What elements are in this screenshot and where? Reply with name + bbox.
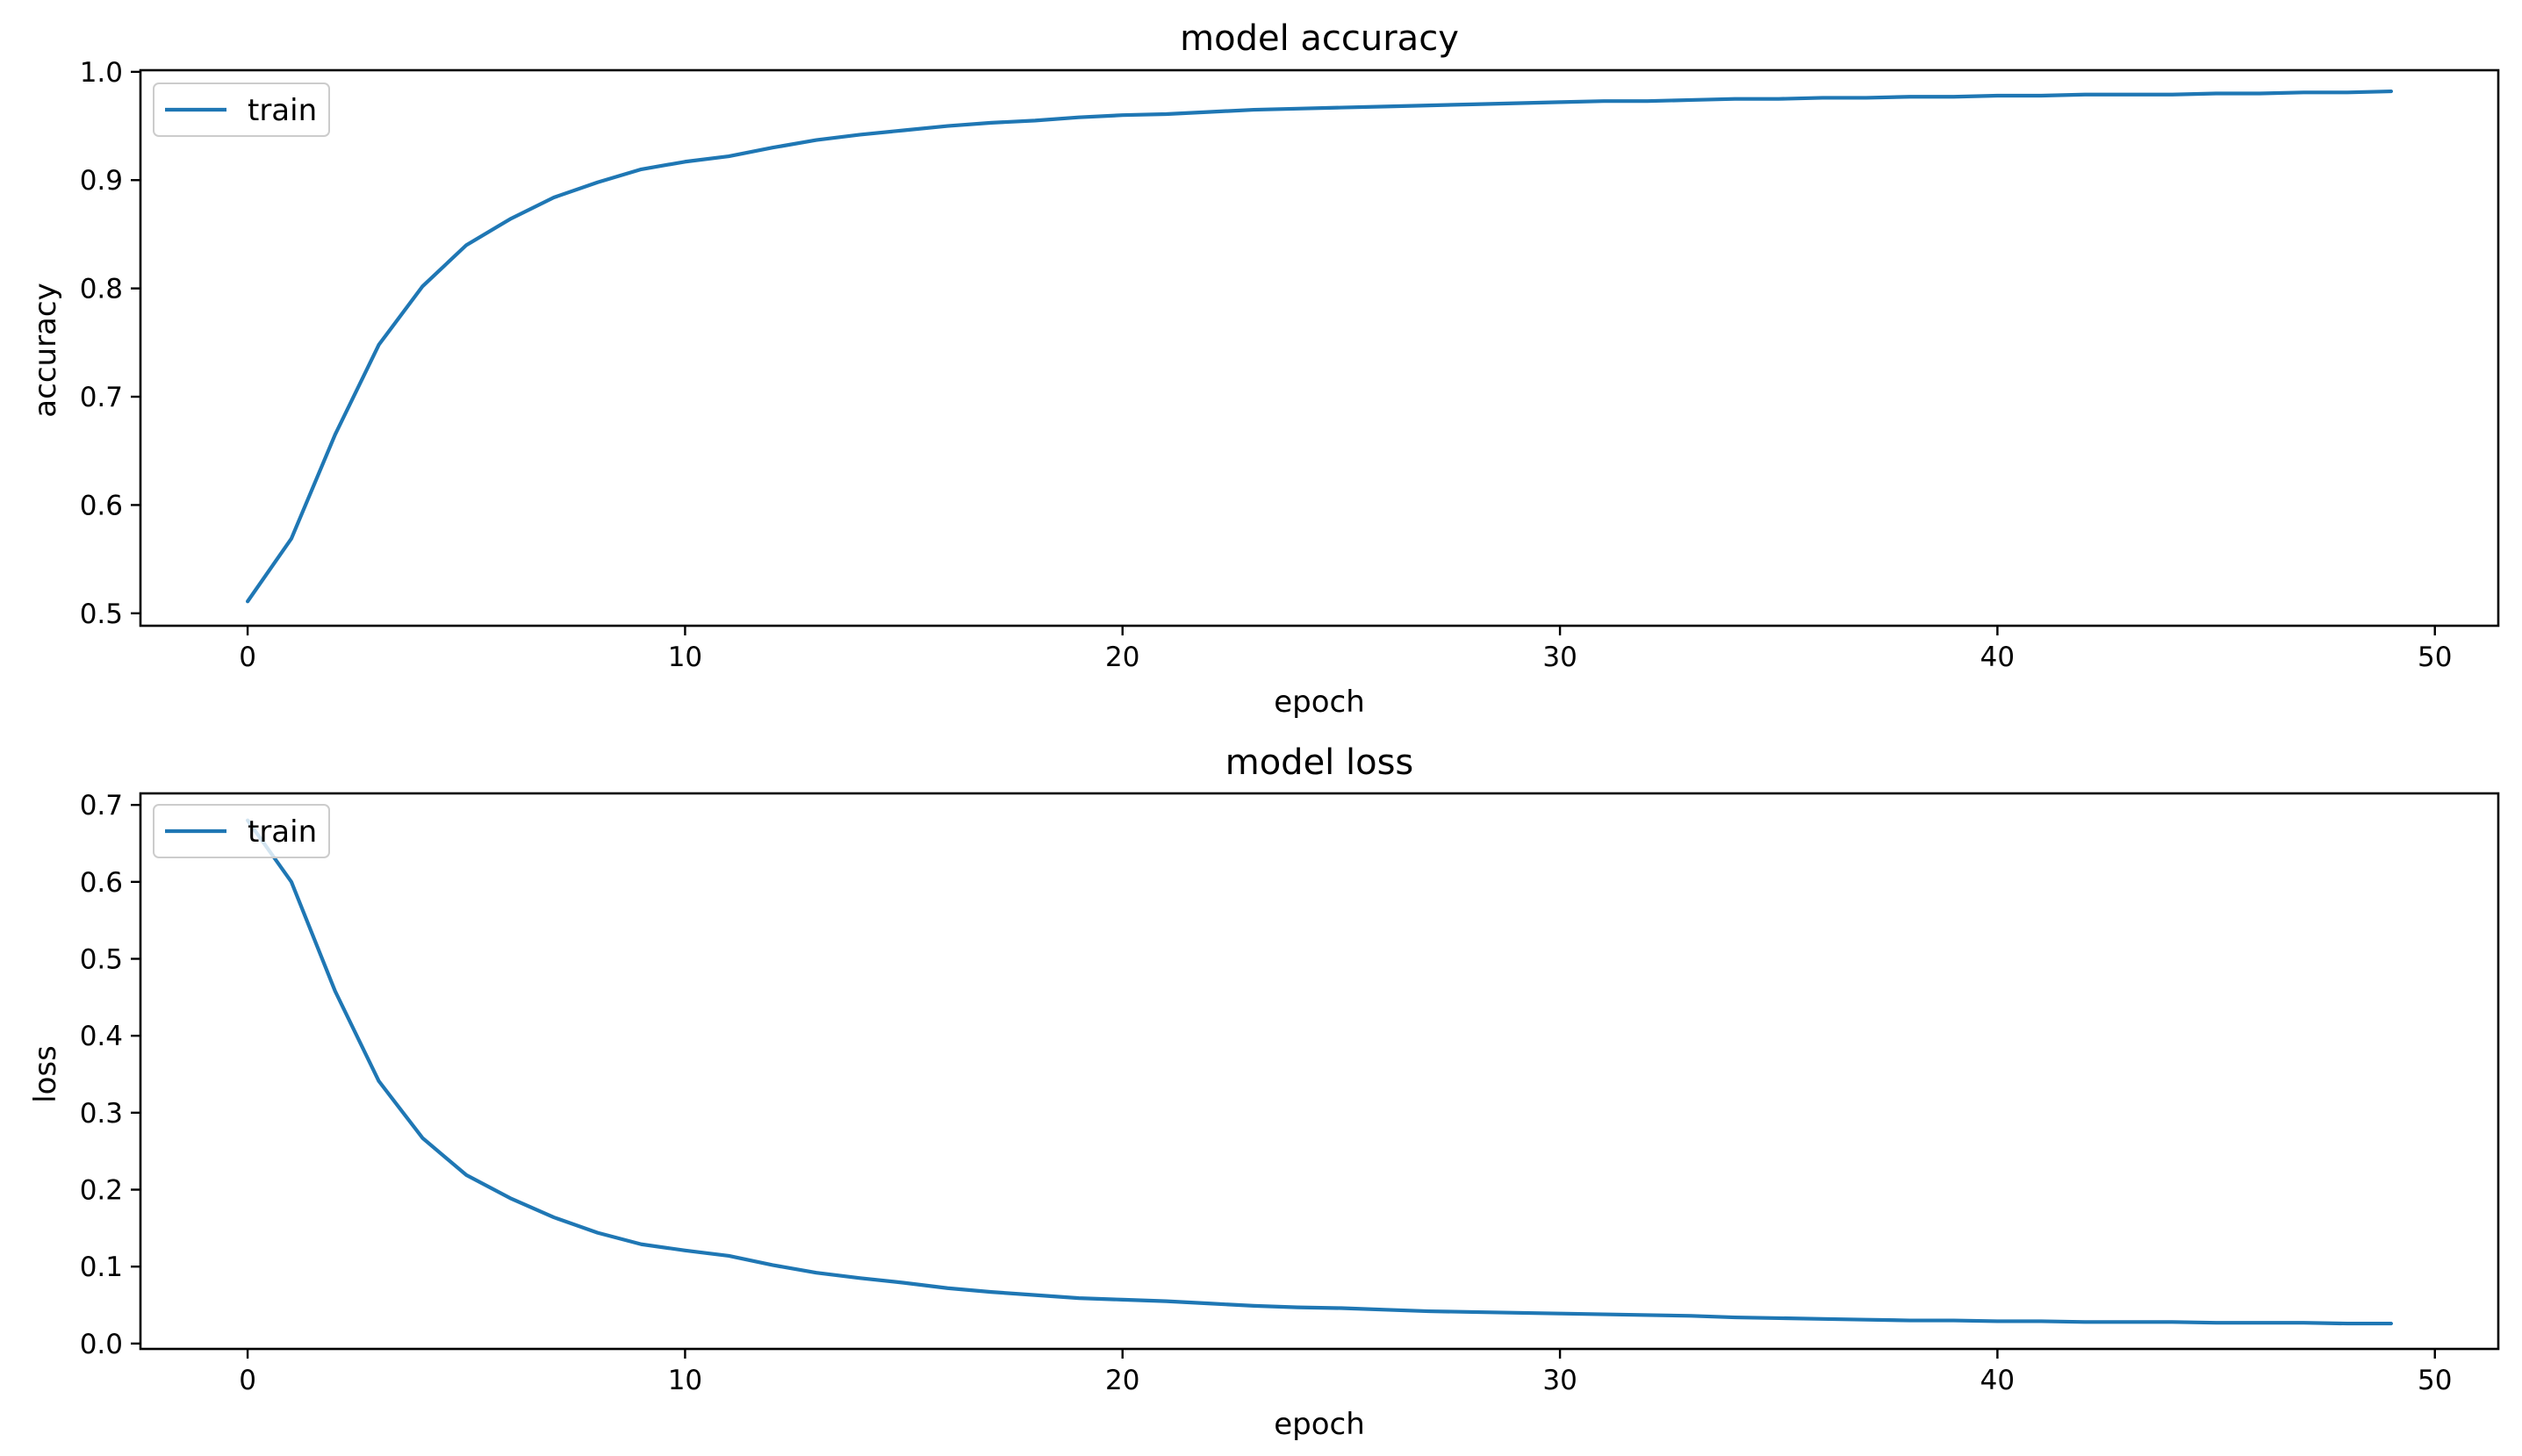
accuracy-y-axis-label: accuracy	[28, 283, 63, 417]
accuracy-y-tick-label: 0.9	[80, 165, 123, 197]
accuracy-x-tick-label: 30	[1542, 642, 1577, 673]
accuracy-legend-label: train	[248, 93, 317, 128]
loss-legend-label: train	[248, 814, 317, 850]
accuracy-x-tick-label: 40	[1980, 642, 2015, 673]
loss-x-tick-label: 20	[1105, 1365, 1139, 1396]
accuracy-y-tick-label: 0.6	[80, 490, 123, 521]
loss-y-tick-label: 0.7	[80, 790, 123, 821]
accuracy-x-tick-label: 50	[2418, 642, 2452, 673]
loss-x-tick-label: 40	[1980, 1365, 2015, 1396]
loss-y-tick-label: 0.4	[80, 1021, 123, 1052]
loss-ticks: 0 10 20 30 40 50 0.0 0.1 0.2 0.3 0.4 0.5 0.6 0.7	[80, 790, 2453, 1396]
loss-y-tick-label: 0.5	[80, 943, 123, 975]
accuracy-ticks: 0 10 20 30 40 50 0.5 0.6 0.7 0.8 0.9 1.0	[80, 57, 2453, 673]
loss-legend: train	[153, 804, 330, 858]
accuracy-legend: train	[153, 82, 330, 137]
loss-x-tick-label: 0	[239, 1365, 256, 1396]
loss-x-tick-label: 50	[2418, 1365, 2452, 1396]
accuracy-y-tick-label: 1.0	[80, 57, 123, 89]
loss-x-tick-label: 30	[1542, 1365, 1577, 1396]
loss-x-axis-label: epoch	[1274, 1407, 1365, 1442]
accuracy-y-tick-label: 0.7	[80, 382, 123, 413]
loss-axes-frame	[139, 792, 2500, 1351]
loss-y-axis-label: loss	[28, 1045, 63, 1103]
accuracy-x-tick-label: 0	[239, 642, 256, 673]
accuracy-x-axis-label: epoch	[1274, 685, 1365, 720]
loss-legend-box	[153, 804, 330, 858]
loss-series-line-train	[245, 818, 2394, 1326]
loss-y-tick-label: 0.1	[80, 1252, 123, 1283]
loss-y-tick-label: 0.3	[80, 1098, 123, 1130]
loss-subplot: model loss epoch loss 0 10 20 30 40 500.00.10…	[28, 742, 2500, 1442]
accuracy-y-tick-label: 0.8	[80, 274, 123, 305]
loss-y-tick-label: 0.0	[80, 1329, 123, 1360]
accuracy-chart-title: model accuracy	[1180, 18, 1459, 59]
loss-chart-title: model loss	[1225, 742, 1414, 783]
loss-y-tick-label: 0.2	[80, 1175, 123, 1207]
accuracy-y-tick-label: 0.5	[80, 599, 123, 630]
loss-series	[245, 818, 2394, 1326]
accuracy-legend-box	[153, 82, 330, 137]
accuracy-series-line-train	[245, 89, 2394, 604]
accuracy-subplot: model accuracy epoch accuracy 0 10 20 30 40 5…	[28, 18, 2500, 720]
loss-y-tick-label: 0.6	[80, 867, 123, 899]
accuracy-x-tick-label: 20	[1105, 642, 1139, 673]
accuracy-series	[245, 89, 2394, 604]
accuracy-axes-frame	[139, 68, 2500, 628]
accuracy-x-tick-label: 10	[668, 642, 702, 673]
loss-x-tick-label: 10	[668, 1365, 702, 1396]
